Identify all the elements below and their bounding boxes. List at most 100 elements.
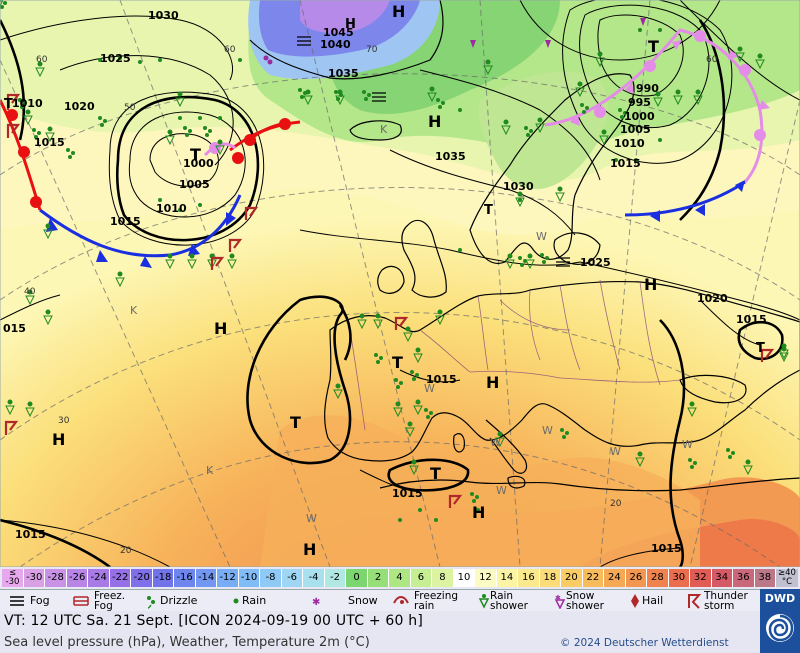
scale-step: 6 <box>410 569 433 587</box>
drizzle-icon <box>147 596 155 609</box>
low-center: T <box>430 464 441 483</box>
isobar-label: 1015 <box>426 373 457 386</box>
scale-step: -16 <box>174 569 196 587</box>
isobar-label: 1025 <box>100 52 131 65</box>
isobar-label: 015 <box>3 322 26 335</box>
high-center: H <box>392 2 405 21</box>
isobar-label: 1010 <box>12 97 43 110</box>
scale-step: 10 <box>453 569 476 587</box>
scale-step: 24 <box>604 569 626 587</box>
high-center: H <box>345 17 356 32</box>
copyright: © 2024 Deutscher Wetterdienst <box>560 637 729 649</box>
isobar-label: 1025 <box>580 256 611 269</box>
isobar-label: 1015 <box>34 136 65 149</box>
front-symbols <box>6 30 770 268</box>
svg-text:K: K <box>130 304 138 317</box>
scale-low-cap: ≤ -30 <box>2 569 24 587</box>
svg-text:20: 20 <box>120 546 132 556</box>
valid-time: VT: 12 UTC Sa. 21 Sept. [ICON 2024-09-19… <box>4 613 424 629</box>
isobar-label: 1030 <box>503 180 534 193</box>
weather-letters: K K K W W W W W W W W <box>130 123 693 525</box>
scale-step: 2 <box>367 569 390 587</box>
freezing-rain-icon <box>393 596 409 604</box>
scale-step: 34 <box>711 569 734 587</box>
svg-text:70: 70 <box>366 45 378 55</box>
svg-text:50: 50 <box>124 103 136 113</box>
isobar-label: 1015 <box>610 157 641 170</box>
isobar-label: 1000 <box>624 110 655 123</box>
scale-step: -2 <box>324 569 347 587</box>
svg-text:60: 60 <box>706 55 718 65</box>
svg-text:W: W <box>542 424 553 437</box>
svg-text:W: W <box>682 438 693 451</box>
isobar-label: 1040 <box>320 38 351 51</box>
svg-text:60: 60 <box>36 55 48 65</box>
pressure-labels: 1030 1045 1040 1035 1025 1020 1010 1015 … <box>3 9 767 555</box>
isobar-label: 1005 <box>179 178 210 191</box>
temperature-scale: ≤ -30 -30 -28 -26 -24 -22 -20 -18 -16 -14 -12 -10-… <box>0 567 800 589</box>
scale-step: -22 <box>109 569 132 587</box>
high-center: H <box>472 503 485 522</box>
rain-dots <box>98 28 662 522</box>
isobar-label: 1015 <box>15 528 46 541</box>
legend-snow-shower: ✱ Snow shower <box>552 590 622 612</box>
info-bar: VT: 12 UTC Sa. 21 Sept. [ICON 2024-09-19… <box>0 611 760 653</box>
pressure-centers: H H H H H H H H H T T T T T T T T <box>4 2 765 559</box>
scale-step: 14 <box>496 569 519 587</box>
low-center: T <box>4 97 13 112</box>
scale-step: -20 <box>131 569 153 587</box>
scale-high-cap: ≥40 °C <box>776 569 798 587</box>
legend-freezing-fog: Freez. Fog <box>72 590 132 612</box>
high-center: H <box>644 275 657 294</box>
scale-step: 28 <box>647 569 669 587</box>
scale-step: 30 <box>668 569 691 587</box>
drizzle-markers <box>0 0 735 503</box>
scale-step: 22 <box>582 569 605 587</box>
dwd-logo: DWD <box>760 589 800 653</box>
isobar-label: 1015 <box>651 542 682 555</box>
svg-text:W: W <box>536 230 547 243</box>
high-center: H <box>428 112 441 131</box>
isobar-label: 1035 <box>328 67 359 80</box>
legend-rain: Rain <box>228 590 292 612</box>
low-center: T <box>190 145 201 164</box>
scale-step: 18 <box>539 569 562 587</box>
isobars <box>0 0 800 567</box>
scale-step: -18 <box>152 569 175 587</box>
snow-icon: ✱ <box>312 597 320 608</box>
isobar-label: 995 <box>628 96 651 109</box>
rain-shower-icon <box>478 594 490 609</box>
chart-description: Sea level pressure (hPa), Weather, Tempe… <box>4 635 370 650</box>
legend-hail: Hail <box>628 590 680 612</box>
legend-freezing-rain: Freezing rain <box>392 590 464 612</box>
isobar-label: 1015 <box>392 487 423 500</box>
svg-text:W: W <box>496 484 507 497</box>
isobar-label: 1030 <box>148 9 179 22</box>
scale-step: -8 <box>260 569 282 587</box>
scale-step: -30 <box>24 569 46 587</box>
rain-icon <box>233 598 239 604</box>
thunderstorm-icon <box>688 594 702 609</box>
isobar-label: 1035 <box>435 150 466 163</box>
isobar-label: 1015 <box>110 215 141 228</box>
isobar-label: 1010 <box>614 137 645 150</box>
svg-text:40: 40 <box>24 287 36 297</box>
temperature-labels: 60 70 60 50 40 30 20 20 60 <box>24 45 718 556</box>
scale-step: -26 <box>66 569 89 587</box>
thunderstorm-markers <box>4 93 775 508</box>
svg-text:W: W <box>610 445 621 458</box>
rain-showers <box>0 0 789 475</box>
isobar-label: 1045 <box>323 26 354 39</box>
svg-text:✱: ✱ <box>312 597 320 608</box>
legend-drizzle: Drizzle <box>142 590 218 612</box>
isobar-label: 1020 <box>697 292 728 305</box>
isobar-label: 1020 <box>64 100 95 113</box>
freezing-fog-icon <box>73 596 89 606</box>
svg-text:K: K <box>380 123 388 136</box>
isobar-label: 990 <box>636 82 659 95</box>
dwd-logo-text: DWD <box>764 592 796 605</box>
legend-snow: ✱ Snow <box>308 590 380 612</box>
isobar-label: 1000 <box>183 157 214 170</box>
legend-thunderstorm: Thunder storm <box>686 590 758 612</box>
